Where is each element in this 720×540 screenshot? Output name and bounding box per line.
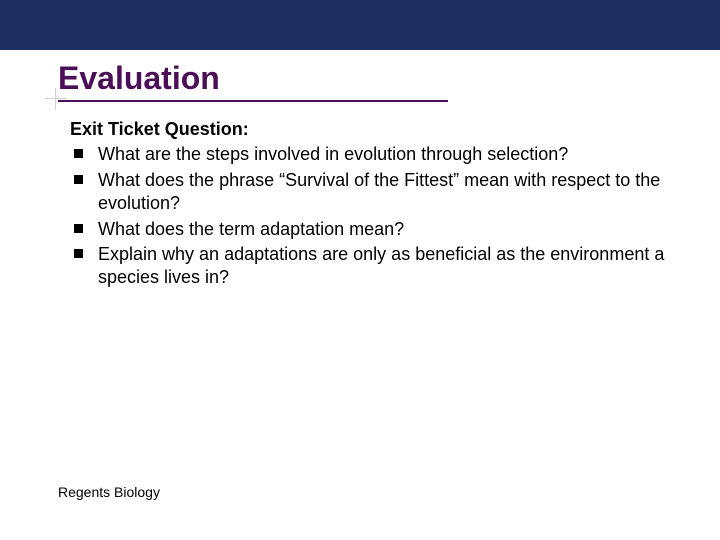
- slide-content: Exit Ticket Question: What are the steps…: [70, 118, 690, 292]
- slide-title: Evaluation: [58, 60, 220, 97]
- bullet-list: What are the steps involved in evolution…: [70, 143, 690, 289]
- title-underline: [58, 100, 448, 102]
- footer-text: Regents Biology: [58, 484, 160, 500]
- list-item: What does the phrase “Survival of the Fi…: [70, 169, 690, 216]
- subheading: Exit Ticket Question:: [70, 118, 690, 141]
- list-item: What are the steps involved in evolution…: [70, 143, 690, 166]
- list-item: Explain why an adaptations are only as b…: [70, 243, 690, 290]
- top-bar: [0, 0, 720, 50]
- list-item: What does the term adaptation mean?: [70, 218, 690, 241]
